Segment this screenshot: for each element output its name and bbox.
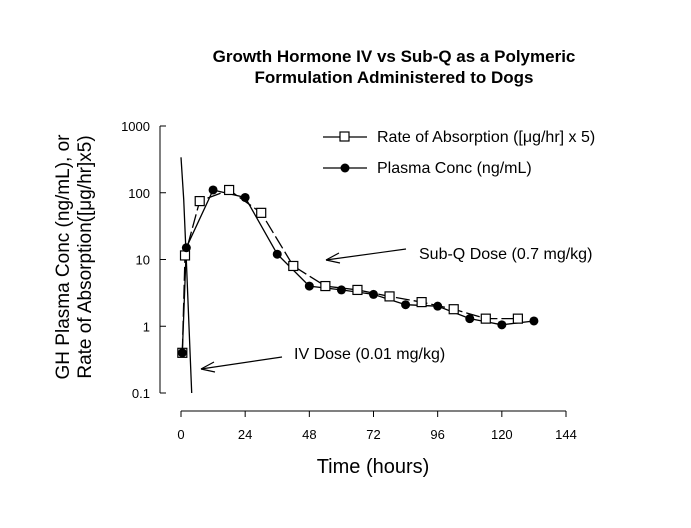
annotation-subq-arrow — [325, 248, 407, 261]
x-tick-label: 120 — [491, 427, 513, 442]
absorption-point — [320, 280, 331, 292]
annotation-subq-arrowhead — [325, 252, 341, 264]
chart-title-line-1: Growth Hormone IV vs Sub-Q as a Polymeri… — [213, 47, 576, 66]
plasma-point — [272, 249, 282, 259]
plasma-point — [181, 243, 191, 253]
y-axis-label-line-1: GH Plasma Conc (ng/mL), or — [53, 134, 74, 380]
absorption-point — [384, 291, 395, 302]
plasma-point — [497, 320, 507, 330]
plasma-point — [208, 185, 218, 195]
absorption-point — [512, 313, 523, 324]
x-axis-label: Time (hours) — [317, 456, 430, 478]
y-tick-label: 10 — [136, 253, 150, 268]
plasma-point — [304, 281, 314, 291]
x-tick-label: 24 — [238, 427, 252, 442]
annotation-iv: IV Dose (0.01 mg/kg) — [200, 346, 445, 373]
y-tick-label: 0.1 — [132, 386, 150, 401]
annotation-iv-arrow — [200, 356, 283, 370]
plasma-point — [177, 348, 187, 358]
absorption-point — [224, 184, 235, 196]
absorption-point — [416, 297, 427, 308]
absorption-point — [179, 250, 191, 261]
annotation-iv-label: IV Dose (0.01 mg/kg) — [294, 346, 445, 363]
annotation-subq: Sub-Q Dose (0.7 mg/kg) — [325, 246, 592, 264]
absorption-point — [256, 207, 267, 218]
plasma-point — [401, 300, 411, 310]
x-tick-label: 48 — [302, 427, 316, 442]
y-tick-label: 1000 — [121, 119, 150, 134]
y-tick-label: 1 — [143, 319, 150, 334]
y-tick-label: 100 — [128, 186, 150, 201]
legend-absorption-marker — [339, 131, 350, 142]
y-axis-label-line-2: Rate of Absorption([μg/hr]x5) — [75, 135, 96, 378]
x-tick-label: 144 — [555, 427, 577, 442]
absorption-point — [448, 304, 459, 315]
x-tick-label: 0 — [177, 427, 184, 442]
annotation-iv-arrowhead — [200, 361, 216, 373]
legend-plasma-label: Plasma Conc (ng/mL) — [377, 160, 532, 177]
chart-title-line-2: Formulation Administered to Dogs — [255, 68, 534, 87]
plasma-point — [465, 314, 475, 324]
legend-plasma-marker — [340, 163, 350, 173]
plasma-point — [336, 285, 346, 295]
legend: Rate of Absorption ([μg/hr] x 5) Plasma … — [323, 129, 595, 177]
absorption-point — [480, 313, 491, 324]
absorption-point — [194, 195, 205, 207]
absorption-point — [352, 284, 363, 296]
legend-absorption-label: Rate of Absorption ([μg/hr] x 5) — [377, 129, 595, 146]
plasma-point — [369, 289, 378, 299]
plasma-point — [529, 316, 539, 326]
x-tick-label: 96 — [430, 427, 444, 442]
plasma-point — [240, 192, 250, 202]
series-line-0 — [181, 189, 518, 353]
series-line-1 — [181, 189, 534, 353]
plasma-point — [433, 301, 443, 311]
annotation-subq-label: Sub-Q Dose (0.7 mg/kg) — [419, 246, 592, 263]
absorption-point — [288, 260, 299, 272]
x-tick-label: 72 — [366, 427, 380, 442]
